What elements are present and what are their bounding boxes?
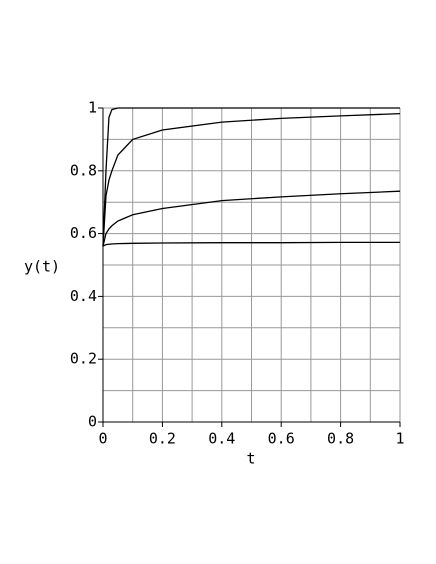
line-series [102,107,400,247]
x-tick-label: 0 [98,430,107,448]
x-axis-label: t [246,450,255,468]
x-tick-label: 0.4 [208,430,235,448]
line-series [102,113,401,247]
x-tick-label: 0.8 [327,430,354,448]
y-tick-label: 0 [88,413,97,431]
y-tick-label: 0.4 [70,287,97,305]
x-tick-label: 0.2 [149,430,176,448]
y-tick-label: 1 [88,99,97,117]
x-tick-label: 0.6 [268,430,295,448]
y-tick-label: 0.6 [70,224,97,242]
line-series [102,190,401,247]
y-axis-label: y(t) [24,258,60,276]
line-series [102,241,400,247]
y-tick-label: 0.8 [70,161,97,179]
x-tick-label: 1 [395,430,404,448]
y-tick-label: 0.2 [70,350,97,368]
